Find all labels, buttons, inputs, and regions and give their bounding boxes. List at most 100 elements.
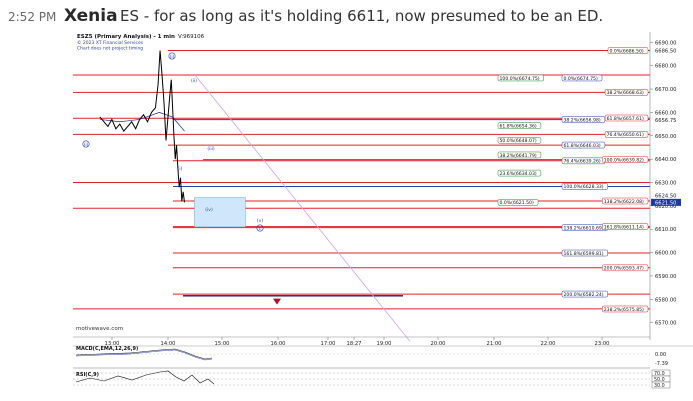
fib-label-8: 50.0%(6648.07) [500,138,537,144]
fib-label-box-0 [607,47,649,54]
chart-background [73,32,650,401]
macd-line [75,348,213,360]
y-tick-label-0: 6690.00 [655,40,676,46]
fib-label-box-10 [497,151,542,159]
wave-label-0: (i) [84,142,89,148]
fib-label-box-16 [602,197,649,205]
projection-box [194,197,246,228]
fib-label-11: 76.4%(6639.26) [564,159,601,165]
fib-label-box-9 [561,141,606,149]
chart-volume: V:969106 [178,34,205,40]
wave-circle-7 [256,224,264,232]
fib-label-box-18 [602,223,649,230]
message-time: 2:52 PM [8,10,57,24]
rsi-axis-label-0: 70.0 [654,371,665,377]
wave-label-1: (i) [170,54,175,60]
y-tick-label-1: 6680.00 [655,64,676,70]
wave-label-5: (iv) [205,207,213,213]
fib-label-box-1 [497,74,544,82]
fib-label-1: 100.0%(6674.75) [500,76,540,82]
trend-line [194,74,411,342]
y-extra-label-0: 6686.50 [655,49,676,55]
wave-label-2: (ii) [191,78,197,84]
macd-axis-label-0: 0.00 [655,352,666,358]
fib-label-18: 161.8%(6611.14) [604,224,644,230]
fib-label-box-15 [497,199,539,206]
y-tick-label-2: 6670.00 [655,87,676,93]
fib-labels: 0.0%(6686.50) 100.0%(6674.75) 0.0%(6674.75… [497,47,649,313]
fib-label-box-14 [561,183,608,190]
chart-disclaimer: Chart does not project timing [77,46,143,52]
y-tick-label-12: 6570.00 [655,321,676,327]
y-tick-label-5: 6640.00 [655,157,676,163]
fib-label-9: 61.8%(6646.03) [564,143,601,149]
fib-label-box-2 [561,74,603,82]
fib-label-0: 0.0%(6686.50) [609,48,643,54]
macd-signal-line [75,349,213,361]
wave-label-4: (iii) [207,146,215,152]
fib-label-box-3 [604,89,649,96]
x-tick-label-0: 13:00 [105,341,120,347]
fib-label-17: 138.2%(6610.69) [564,225,604,231]
price-series [99,50,281,305]
rsi-panel: 70.050.030.0 [73,369,671,389]
wave-label-3: (i) [178,166,183,172]
y-tick-label-11: 6580.00 [655,297,676,303]
fib-label-3: 38.2%(6668.63) [607,90,644,96]
macd-label: MACD(C,EMA,12,26,9) [76,346,138,352]
fib-label-4: 38.2%(6656.98) [564,117,601,123]
rsi-axis-box-2 [651,381,671,389]
fib-label-box-20 [602,264,649,272]
fib-label-12: 100.0%(6639.82) [604,157,644,163]
y-tick-label-3: 6660.00 [655,110,676,116]
wave-circle-1 [168,52,176,60]
watermark: motivewave.com [76,326,123,332]
y-extra-label-1: 6656.75 [655,118,676,124]
price-line [99,50,185,203]
chart-symbol: ESZ5 (Primary Analysis) - 1 min [77,34,175,40]
x-tick-label-7: 20:00 [431,341,446,347]
fib-label-16: 138.2%(6622.08) [604,199,644,205]
x-tick-label-1: 14:00 [161,341,176,347]
down-triangle-marker [273,298,281,305]
chart-copyright: © 2023 XT Financial Services [77,39,144,46]
price-axis[interactable]: 6690.00 6680.00 6670.00 6660.00 6650.00 6640.… [649,32,681,340]
current-price-bg [651,198,681,206]
y-tick-label-10: 6590.00 [655,274,676,280]
message-text: ES - for as long as it's holding 6611, n… [120,7,604,25]
fib-label-2: 0.0%(6674.75) [564,76,598,82]
y-tick-label-8: 6610.00 [655,227,676,233]
x-tick-label-9: 22:00 [541,341,556,347]
projection-box-rect [194,197,246,228]
fib-label-box-22 [602,305,649,313]
fib-label-20: 200.0%(6593.47) [604,266,644,272]
fib-label-21: 200.0%(6582.24) [564,292,604,298]
y-extra-label-3: 6621.50 [655,200,676,206]
wave-circle-0 [82,140,90,148]
fib-label-22: 238.2%(6575.85) [604,307,644,313]
y-tick-label-4: 6650.00 [655,134,676,140]
y-tick-label-6: 6630.00 [655,181,676,187]
fib-label-19: 161.8%(6599.81) [564,251,604,257]
time-axis[interactable]: 13:00 14:00 15:00 16:00 17:00 18:27 19:00 20:00… [73,336,650,347]
y-extra-label-2: 6624.50 [655,193,676,199]
message-author[interactable]: Xenia [64,6,118,26]
wave-label-7: c [259,227,262,232]
macd-panel: 0.00 -7.39 [73,345,693,369]
message-header: 2:52 PM Xenia ES - for as long as it's h… [0,0,693,32]
fib-label-box-5 [604,114,649,122]
fib-label-15: 0.0%(6621.50) [500,200,534,206]
x-tick-label-3: 16:00 [271,341,286,347]
fib-label-10: 38.2%(6641.79) [500,153,537,159]
wave-labels: (i) (i) (ii) (i) (iii) (iv) (v) c [82,52,264,232]
y-tick-label-7: 6620.00 [655,204,676,210]
x-tick-label-8: 21:00 [487,341,502,347]
price-chart[interactable]: (i) (i) (ii) (i) (iii) (iv) (v) c 0.0%(6686.50)… [0,32,693,401]
macd-axis-label-1: -7.39 [655,361,668,367]
rsi-axis-label-1: 50.0 [654,377,665,383]
x-tick-label-4: 17:00 [321,341,336,347]
y-tick-label-9: 6600.00 [655,251,676,257]
fib-label-box-19 [561,249,608,257]
fib-label-box-8 [497,137,542,144]
rsi-line [75,370,215,385]
